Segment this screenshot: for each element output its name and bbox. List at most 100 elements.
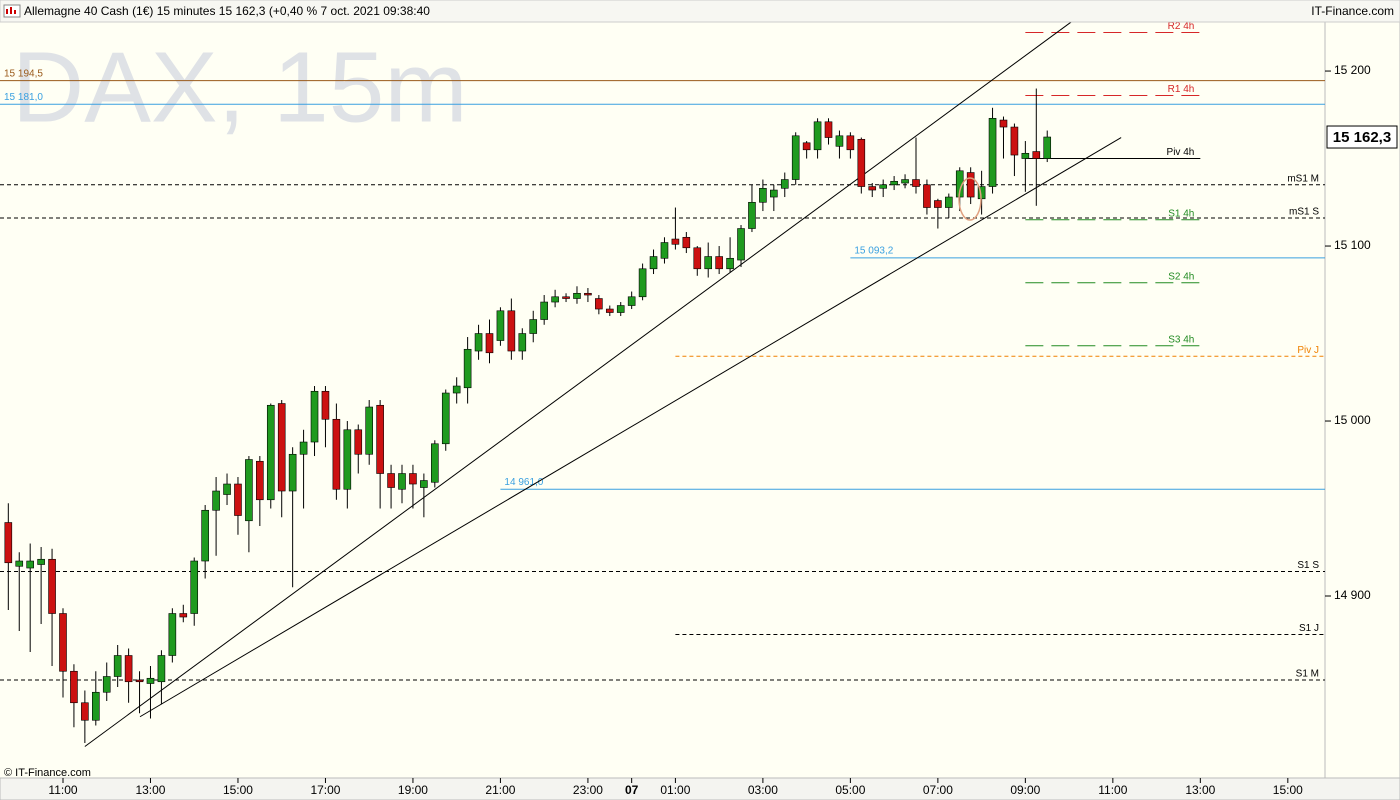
candle-body	[879, 184, 887, 189]
candle-body	[857, 138, 866, 187]
candle-body	[649, 256, 658, 270]
candle-body	[256, 460, 264, 501]
y-tick-label: 15 000	[1334, 413, 1371, 427]
candle-body	[376, 404, 384, 474]
level-label: S2 4h	[1168, 271, 1194, 282]
x-tick-label: 07:00	[923, 783, 953, 797]
chart-icon-bars	[6, 7, 16, 14]
candle-body	[901, 179, 909, 184]
trendline	[84, 19, 1074, 747]
candle-body	[212, 490, 220, 511]
candle-body	[48, 558, 56, 614]
candle-body	[945, 196, 953, 208]
candle-body	[1010, 126, 1019, 156]
y-tick-label: 14 900	[1334, 588, 1371, 602]
candle-body	[102, 676, 111, 693]
candle-body	[890, 180, 898, 186]
level-label: Piv J	[1297, 345, 1319, 356]
candle-body	[354, 429, 363, 455]
level-label: S3 4h	[1168, 334, 1194, 345]
level-value-label: 15 194,5	[4, 68, 43, 79]
candle-body	[463, 348, 472, 389]
last-price-label: 15 162,3	[1333, 129, 1391, 146]
header-bar	[0, 0, 1400, 23]
candle-body	[627, 296, 636, 306]
level-value-label: 15 181,0	[4, 92, 43, 103]
candle-body	[409, 473, 417, 485]
candle-body	[332, 418, 341, 490]
level-label: S1 J	[1299, 623, 1319, 634]
x-tick-label: 23:00	[573, 783, 603, 797]
candle-body	[846, 135, 855, 151]
candle-body	[91, 691, 100, 721]
candle-body	[934, 200, 942, 208]
candle-body	[835, 135, 844, 147]
candle-body	[671, 238, 680, 245]
candle-body	[234, 483, 242, 516]
level-label: mS1 S	[1289, 207, 1319, 218]
candle-body	[715, 256, 723, 270]
candle-body	[124, 655, 133, 683]
level-label: R2 4h	[1168, 21, 1195, 32]
candle-body	[759, 187, 767, 203]
candle-body	[168, 613, 177, 656]
candle-body	[1021, 152, 1030, 159]
candle-body	[37, 558, 45, 565]
x-tick-label: 07	[625, 783, 639, 797]
candle-body	[824, 121, 833, 138]
candle-body	[802, 142, 811, 151]
x-tick-label: 01:00	[660, 783, 690, 797]
watermark: DAX, 15m	[12, 31, 468, 143]
candle-body	[299, 441, 308, 455]
candle-body	[288, 453, 297, 492]
candle-body	[595, 298, 603, 310]
candle-body	[988, 117, 997, 187]
candle-body	[966, 172, 975, 198]
candle-body	[420, 480, 428, 488]
candle-body	[81, 702, 89, 721]
trendline	[139, 137, 1122, 718]
y-tick-label: 15 200	[1334, 63, 1371, 77]
x-tick-label: 13:00	[135, 783, 165, 797]
candle-body	[551, 296, 559, 303]
level-label: S1 4h	[1168, 208, 1194, 219]
candle-body	[277, 403, 286, 492]
candle-body	[474, 333, 483, 352]
candle-body	[452, 385, 461, 394]
candle-body	[70, 670, 78, 704]
candle-body	[496, 310, 505, 341]
candle-body	[518, 333, 527, 352]
candle-body	[135, 679, 144, 683]
x-tick-label: 11:00	[1098, 783, 1127, 797]
x-axis-panel	[0, 777, 1400, 800]
candle-body	[791, 135, 800, 180]
candle-body	[912, 179, 920, 187]
x-tick-label: 13:00	[1185, 783, 1215, 797]
candle-body	[146, 677, 155, 684]
copyright: © IT-Finance.com	[4, 767, 91, 779]
level-label: Piv 4h	[1167, 147, 1195, 158]
candle-body	[748, 201, 756, 229]
x-tick-label: 17:00	[310, 783, 340, 797]
candle-body	[704, 256, 713, 270]
candle-body	[682, 236, 691, 249]
candle-body	[737, 228, 745, 261]
candle-body	[660, 242, 669, 259]
x-tick-label: 05:00	[835, 783, 865, 797]
candle-body	[507, 310, 516, 352]
candle-body	[726, 257, 734, 270]
plot-area: R2 4h 15 194,5 R1 4h 15 181,0 Piv 4h mS1 M mS1…	[0, 19, 1325, 747]
candle-body	[343, 429, 352, 490]
candle-body	[113, 655, 122, 677]
x-tick-label: 15:00	[1273, 783, 1303, 797]
candle-body	[584, 292, 592, 296]
candle-body	[201, 509, 209, 562]
candle-body	[157, 655, 166, 683]
candle-body	[780, 179, 789, 189]
candle-body	[190, 560, 199, 614]
candle-body	[59, 613, 67, 672]
candle-body	[923, 184, 931, 208]
